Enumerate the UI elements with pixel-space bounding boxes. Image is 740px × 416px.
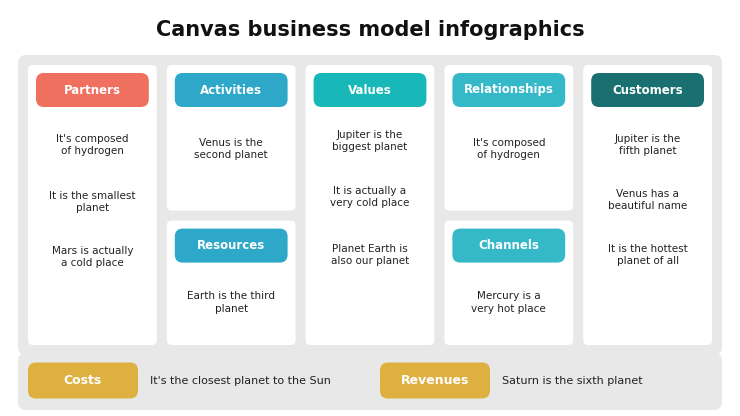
- Text: Partners: Partners: [64, 84, 121, 97]
- FancyBboxPatch shape: [28, 65, 157, 345]
- Text: Earth is the third
planet: Earth is the third planet: [187, 291, 275, 314]
- Text: Costs: Costs: [64, 374, 102, 387]
- FancyBboxPatch shape: [380, 362, 490, 399]
- FancyBboxPatch shape: [445, 220, 574, 345]
- FancyBboxPatch shape: [452, 229, 565, 262]
- Text: Customers: Customers: [612, 84, 683, 97]
- Text: Resources: Resources: [197, 239, 266, 252]
- FancyBboxPatch shape: [36, 73, 149, 107]
- Text: Channels: Channels: [478, 239, 539, 252]
- Text: Planet Earth is
also our planet: Planet Earth is also our planet: [331, 244, 409, 266]
- FancyBboxPatch shape: [314, 73, 426, 107]
- FancyBboxPatch shape: [166, 65, 295, 210]
- FancyBboxPatch shape: [583, 65, 712, 345]
- Text: Mars is actually
a cold place: Mars is actually a cold place: [52, 245, 133, 268]
- Text: Canvas business model infographics: Canvas business model infographics: [155, 20, 585, 40]
- Text: Revenues: Revenues: [401, 374, 469, 387]
- Text: It is the hottest
planet of all: It is the hottest planet of all: [608, 244, 687, 266]
- FancyBboxPatch shape: [28, 362, 138, 399]
- FancyBboxPatch shape: [18, 55, 722, 355]
- Text: Venus has a
beautiful name: Venus has a beautiful name: [608, 188, 687, 211]
- Text: Jupiter is the
biggest planet: Jupiter is the biggest planet: [332, 130, 408, 152]
- Text: It is the smallest
planet: It is the smallest planet: [49, 191, 135, 213]
- Text: Saturn is the sixth planet: Saturn is the sixth planet: [502, 376, 642, 386]
- FancyBboxPatch shape: [18, 353, 722, 410]
- FancyBboxPatch shape: [175, 229, 288, 262]
- Text: Venus is the
second planet: Venus is the second planet: [195, 138, 268, 161]
- FancyBboxPatch shape: [166, 220, 295, 345]
- Text: It is actually a
very cold place: It is actually a very cold place: [330, 186, 410, 208]
- FancyBboxPatch shape: [591, 73, 704, 107]
- FancyBboxPatch shape: [452, 73, 565, 107]
- Text: It's composed
of hydrogen: It's composed of hydrogen: [56, 134, 129, 156]
- Text: It's the closest planet to the Sun: It's the closest planet to the Sun: [150, 376, 331, 386]
- Text: Activities: Activities: [201, 84, 262, 97]
- Text: Values: Values: [348, 84, 392, 97]
- Text: Mercury is a
very hot place: Mercury is a very hot place: [471, 291, 546, 314]
- FancyBboxPatch shape: [306, 65, 434, 345]
- Text: It's composed
of hydrogen: It's composed of hydrogen: [473, 138, 545, 161]
- Text: Jupiter is the
fifth planet: Jupiter is the fifth planet: [614, 134, 681, 156]
- FancyBboxPatch shape: [175, 73, 288, 107]
- Text: Relationships: Relationships: [464, 84, 554, 97]
- FancyBboxPatch shape: [445, 65, 574, 210]
